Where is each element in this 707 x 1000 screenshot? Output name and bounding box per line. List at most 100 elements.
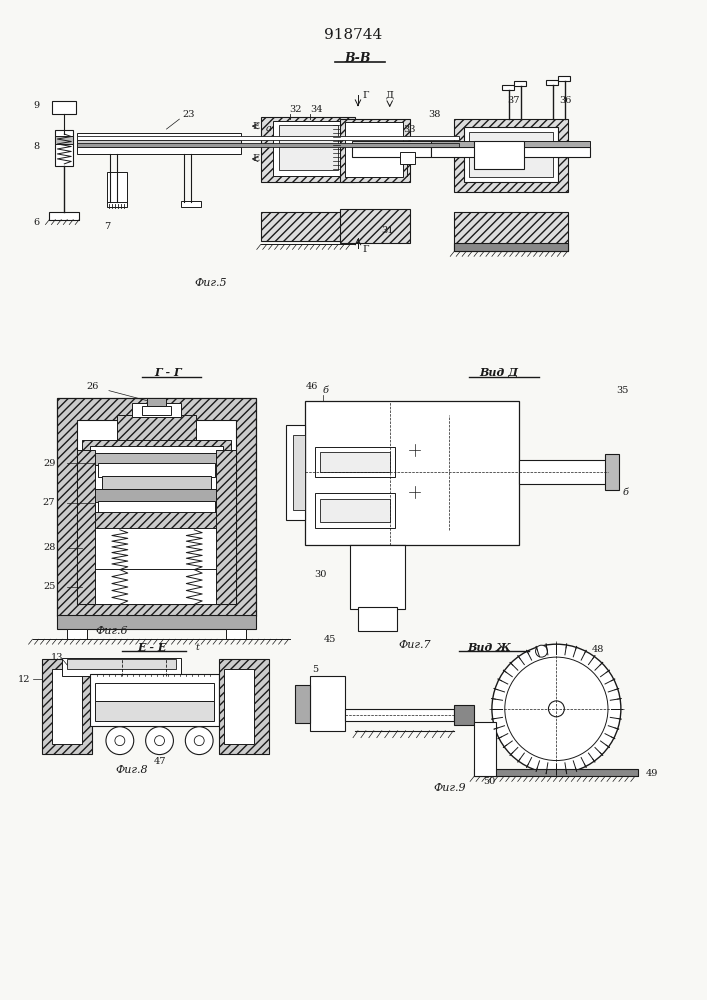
Bar — [77, 147, 241, 154]
Circle shape — [146, 727, 173, 755]
Bar — [358, 607, 397, 631]
Bar — [340, 209, 409, 243]
Text: 48: 48 — [592, 645, 604, 654]
Bar — [67, 629, 87, 639]
Bar — [55, 130, 74, 166]
Bar — [469, 132, 554, 177]
Bar — [77, 133, 241, 140]
Text: 49: 49 — [645, 769, 658, 778]
Text: 32: 32 — [289, 105, 302, 114]
Bar — [345, 709, 454, 721]
Text: Фиг.6: Фиг.6 — [95, 626, 128, 636]
Text: 33: 33 — [403, 125, 416, 134]
Text: Е: Е — [252, 154, 259, 163]
Bar — [94, 453, 218, 465]
Text: 47: 47 — [153, 757, 165, 766]
Bar — [273, 121, 344, 176]
Text: 36: 36 — [559, 96, 571, 105]
Bar — [77, 140, 241, 147]
Text: 30: 30 — [314, 570, 327, 579]
Bar — [82, 528, 231, 570]
Text: 9: 9 — [33, 101, 40, 110]
Bar — [52, 669, 82, 744]
Text: 23: 23 — [182, 110, 194, 119]
Circle shape — [194, 736, 204, 746]
Circle shape — [155, 736, 165, 746]
Bar — [95, 701, 214, 721]
Text: В-В: В-В — [345, 52, 371, 65]
Bar — [82, 512, 231, 530]
Text: б: б — [322, 386, 328, 395]
Bar — [77, 450, 95, 604]
Text: Г - Г: Г - Г — [155, 367, 182, 378]
Text: а: а — [266, 124, 271, 133]
Bar — [67, 659, 177, 669]
Bar — [107, 201, 127, 207]
Bar — [502, 85, 514, 90]
Text: Фиг.9: Фиг.9 — [433, 783, 465, 793]
Bar — [514, 81, 525, 86]
Text: 31: 31 — [382, 226, 394, 235]
Bar — [107, 172, 127, 202]
Text: Вид Ж: Вид Ж — [467, 642, 510, 653]
Bar — [559, 76, 571, 81]
Bar — [77, 143, 459, 147]
Text: 34: 34 — [310, 105, 322, 114]
Text: 37: 37 — [508, 96, 520, 105]
Text: Е - Е: Е - Е — [137, 642, 166, 653]
Bar — [82, 440, 231, 500]
Bar — [57, 398, 256, 616]
Bar — [77, 420, 236, 604]
Bar — [519, 460, 608, 484]
Text: Д: Д — [386, 91, 394, 100]
Bar — [431, 147, 590, 157]
Bar — [226, 629, 246, 639]
Bar — [95, 683, 214, 701]
Bar — [454, 705, 474, 725]
Bar — [52, 101, 76, 114]
Text: 29: 29 — [43, 459, 55, 468]
Circle shape — [536, 645, 547, 657]
Bar — [293, 435, 305, 510]
Bar — [98, 463, 215, 477]
Bar — [464, 127, 559, 182]
Bar — [94, 489, 218, 502]
Bar — [340, 119, 409, 182]
Text: Фиг.8: Фиг.8 — [115, 765, 148, 775]
Text: 25: 25 — [43, 582, 55, 591]
Text: 50: 50 — [483, 777, 495, 786]
Bar — [57, 615, 256, 629]
Bar — [352, 141, 431, 147]
Text: 28: 28 — [43, 543, 55, 552]
Circle shape — [115, 736, 125, 746]
Bar — [352, 147, 431, 157]
Bar — [296, 685, 310, 723]
Circle shape — [505, 657, 608, 761]
Bar — [141, 406, 171, 415]
Bar — [431, 141, 590, 147]
Bar — [315, 447, 395, 477]
Bar — [216, 450, 236, 604]
Bar — [132, 403, 182, 417]
Bar — [350, 545, 404, 609]
Text: 45: 45 — [324, 635, 337, 644]
Bar — [90, 446, 223, 493]
Bar — [286, 425, 305, 520]
Text: 12: 12 — [18, 674, 30, 684]
Bar — [42, 659, 92, 754]
Circle shape — [549, 701, 564, 717]
Circle shape — [185, 727, 213, 755]
Bar — [454, 243, 568, 251]
Text: Г: Г — [363, 91, 369, 100]
Bar — [474, 768, 638, 776]
Text: 26: 26 — [86, 382, 98, 391]
Bar — [102, 476, 211, 490]
Text: 27: 27 — [43, 498, 55, 507]
Text: Е: Е — [252, 122, 259, 131]
Bar — [399, 152, 414, 164]
Text: 13: 13 — [51, 653, 64, 662]
Bar — [454, 119, 568, 192]
Text: 6: 6 — [33, 218, 40, 227]
Bar — [55, 136, 74, 144]
Bar — [261, 212, 355, 241]
